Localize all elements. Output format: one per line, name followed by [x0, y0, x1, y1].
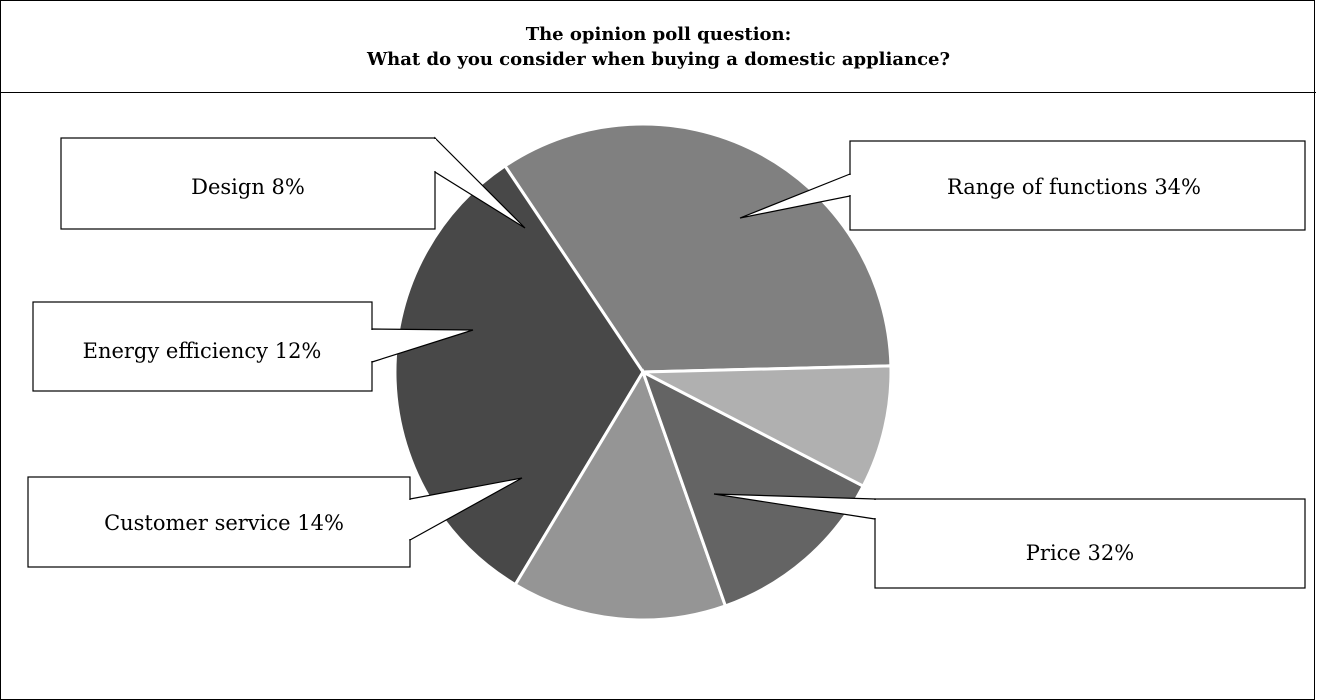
pie-slice-design [642, 364, 893, 489]
slice-label-design: Design 8% [191, 175, 305, 199]
callout-box-design [60, 137, 436, 230]
callouts: Range of functions 34% Price 32% Customer … [27, 136, 1306, 589]
pie-chart: Range of functions 34% Price 32% Customer … [27, 122, 1306, 622]
pie-slice-customer-service [513, 368, 728, 622]
slice-label-customer-service: Customer service 14% [104, 511, 344, 535]
callout-box-customer-service [27, 476, 411, 568]
slice-label-range-of-functions: Range of functions 34% [947, 175, 1201, 199]
pie-slices [393, 122, 893, 622]
slice-label-price: Price 32% [1026, 541, 1134, 565]
callout-box-range-of-functions [849, 140, 1306, 231]
slice-label-energy-efficiency: Energy efficiency 12% [83, 339, 322, 363]
header-line-2: What do you consider when buying a domes… [366, 48, 951, 70]
pie-slice-range-of-functions [502, 122, 893, 374]
callout-box-price [874, 498, 1306, 589]
pie-slice-price [393, 163, 645, 587]
chart-header: The opinion poll question: What do you c… [1, 1, 1316, 93]
header-line-1: The opinion poll question: [525, 23, 792, 45]
